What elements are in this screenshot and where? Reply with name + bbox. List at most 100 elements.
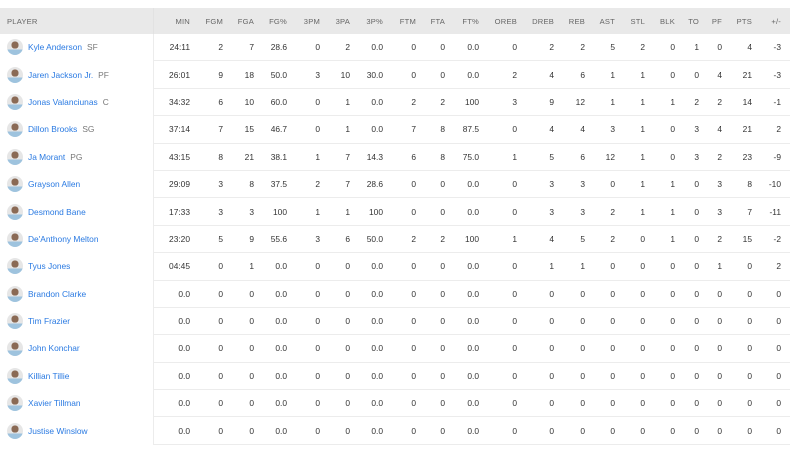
player-name-link[interactable]: Kyle Anderson bbox=[28, 42, 83, 53]
player-avatar bbox=[7, 367, 23, 384]
stat-reb: 0 bbox=[554, 307, 585, 336]
stat-stl: 1 bbox=[615, 197, 645, 226]
player-name-link[interactable]: Xavier Tillman bbox=[28, 398, 81, 409]
stat-dreb: 0 bbox=[517, 416, 554, 445]
column-header-fgm[interactable]: FGM bbox=[190, 8, 223, 34]
stat-3pa: 1 bbox=[320, 197, 350, 226]
player-position: PF bbox=[98, 69, 109, 80]
stat-fgm: 0 bbox=[190, 334, 223, 363]
player-name-link[interactable]: Jonas Valanciunas bbox=[28, 96, 98, 107]
column-header-pf[interactable]: PF bbox=[699, 8, 722, 34]
stat-fgm: 9 bbox=[190, 60, 223, 89]
column-header--[interactable]: +/- bbox=[752, 8, 781, 34]
player-name-link[interactable]: Jaren Jackson Jr. bbox=[28, 69, 94, 80]
player-name-link[interactable]: Killian Tillie bbox=[28, 370, 70, 381]
player-name-link[interactable]: Dillon Brooks bbox=[28, 124, 78, 135]
stat-to: 0 bbox=[675, 416, 699, 445]
stat-fgm: 0 bbox=[190, 252, 223, 281]
stat-blk: 1 bbox=[645, 225, 675, 254]
stat-fg-: 0.0 bbox=[254, 280, 287, 308]
stat-3p-: 0.0 bbox=[350, 252, 383, 281]
player-name-link[interactable]: Ja Morant bbox=[28, 151, 66, 162]
stat-fg-: 0.0 bbox=[254, 416, 287, 445]
stat-fta: 0 bbox=[416, 252, 445, 281]
stat-3pm: 0 bbox=[287, 334, 320, 363]
column-header-3p-[interactable]: 3P% bbox=[350, 8, 383, 34]
table-row: John Konchar 0.0 0 0 0.0 0 0 0.0 0 0 0.0 0 0 0 0 0 0 0 0 0 0 bbox=[0, 334, 790, 363]
column-header-oreb[interactable]: OREB bbox=[479, 8, 517, 34]
column-header-fta[interactable]: FTA bbox=[416, 8, 445, 34]
column-header-ftm[interactable]: FTM bbox=[383, 8, 416, 34]
table-row: Grayson Allen 29:09 3 8 37.5 2 7 28.6 0 0 0.0 0 3 3 0 1… bbox=[0, 170, 790, 199]
stat-ftm: 0 bbox=[383, 280, 416, 308]
player-name-link[interactable]: Brandon Clarke bbox=[28, 288, 87, 299]
stat-fta: 0 bbox=[416, 280, 445, 308]
player-name-link[interactable]: Justise Winslow bbox=[28, 425, 88, 436]
stat-3p-: 0.0 bbox=[350, 389, 383, 418]
stat-fgm: 6 bbox=[190, 88, 223, 117]
stat-fga: 3 bbox=[223, 197, 254, 226]
column-header-fga[interactable]: FGA bbox=[223, 8, 254, 34]
player-name-link[interactable]: Grayson Allen bbox=[28, 179, 81, 190]
stat-ast: 0 bbox=[585, 307, 615, 336]
stat-ast: 2 bbox=[585, 197, 615, 226]
stat-blk: 0 bbox=[645, 389, 675, 418]
stat-3p-: 0.0 bbox=[350, 115, 383, 144]
stat-fgm: 5 bbox=[190, 225, 223, 254]
column-header-ft-[interactable]: FT% bbox=[445, 8, 479, 34]
stat-blk: 0 bbox=[645, 280, 675, 308]
player-name-link[interactable]: Tyus Jones bbox=[28, 261, 71, 272]
stat-dreb: 9 bbox=[517, 88, 554, 117]
stat-fg-: 28.6 bbox=[254, 34, 287, 62]
column-header-to[interactable]: TO bbox=[675, 8, 699, 34]
stat-min: 0.0 bbox=[153, 416, 190, 445]
stat-3p-: 28.6 bbox=[350, 170, 383, 199]
stat-fgm: 0 bbox=[190, 416, 223, 445]
player-name-link[interactable]: De'Anthony Melton bbox=[28, 233, 99, 244]
stat-stl: 0 bbox=[615, 416, 645, 445]
player-cell: De'Anthony Melton bbox=[0, 225, 154, 253]
column-header-min[interactable]: MIN bbox=[153, 8, 190, 34]
stat-3p-: 100 bbox=[350, 197, 383, 226]
stat-ft-: 0.0 bbox=[445, 34, 479, 62]
column-header-stl[interactable]: STL bbox=[615, 8, 645, 34]
stat-fta: 0 bbox=[416, 170, 445, 199]
stat-dreb: 3 bbox=[517, 197, 554, 226]
stat-fgm: 7 bbox=[190, 115, 223, 144]
stat-3pa: 0 bbox=[320, 307, 350, 336]
stat--: -2 bbox=[752, 225, 781, 254]
stat-stl: 1 bbox=[615, 60, 645, 89]
column-header-blk[interactable]: BLK bbox=[645, 8, 675, 34]
column-header-ast[interactable]: AST bbox=[585, 8, 615, 34]
stat-fta: 0 bbox=[416, 60, 445, 89]
column-header-fg-[interactable]: FG% bbox=[254, 8, 287, 34]
stat-3pa: 7 bbox=[320, 143, 350, 171]
stat-pts: 15 bbox=[722, 225, 752, 254]
stat-fgm: 0 bbox=[190, 389, 223, 418]
player-cell: Tyus Jones bbox=[0, 252, 154, 281]
stat-pts: 0 bbox=[722, 416, 752, 445]
stat-dreb: 2 bbox=[517, 34, 554, 62]
column-header-dreb[interactable]: DREB bbox=[517, 8, 554, 34]
stat-reb: 2 bbox=[554, 34, 585, 62]
player-name-link[interactable]: John Konchar bbox=[28, 343, 80, 354]
player-name-link[interactable]: Desmond Bane bbox=[28, 206, 86, 217]
column-header-pts[interactable]: PTS bbox=[722, 8, 752, 34]
stat-to: 0 bbox=[675, 170, 699, 199]
player-name-link[interactable]: Tim Frazier bbox=[28, 316, 71, 327]
stat-to: 0 bbox=[675, 60, 699, 89]
stat-ft-: 0.0 bbox=[445, 60, 479, 89]
column-header-3pm[interactable]: 3PM bbox=[287, 8, 320, 34]
column-header-3pa[interactable]: 3PA bbox=[320, 8, 350, 34]
table-header: PLAYER MIN FGM FGA FG% 3PM 3PA 3P% FTM FTA FT% OREB… bbox=[0, 8, 790, 34]
player-cell: Kyle Anderson SF bbox=[0, 34, 154, 61]
player-cell: Ja Morant PG bbox=[0, 143, 154, 171]
stat-pf: 0 bbox=[699, 307, 722, 336]
column-header-reb[interactable]: REB bbox=[554, 8, 585, 34]
stat-to: 0 bbox=[675, 225, 699, 254]
column-header-player[interactable]: PLAYER bbox=[0, 8, 154, 34]
table-row: Desmond Bane 17:33 3 3 100 1 1 100 0 0 0.0 0 3 3 2 1 1 0 3… bbox=[0, 197, 790, 226]
stat-dreb: 0 bbox=[517, 389, 554, 418]
stat-ft-: 0.0 bbox=[445, 362, 479, 391]
stat-ft-: 87.5 bbox=[445, 115, 479, 144]
